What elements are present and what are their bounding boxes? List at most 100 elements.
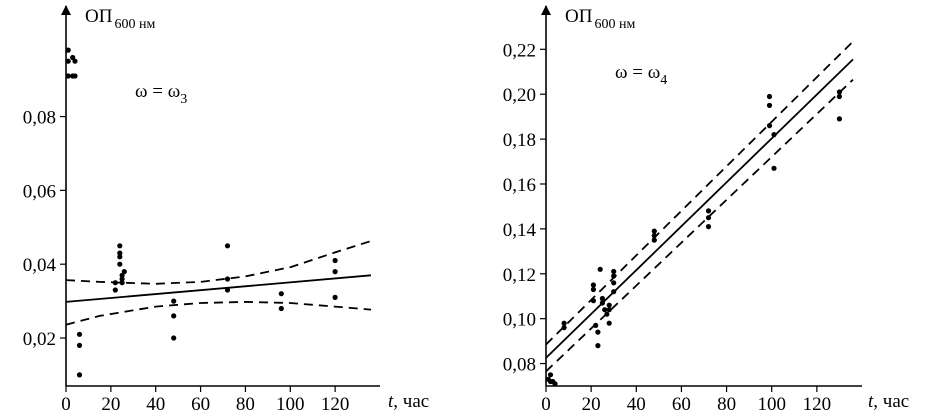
data-point: [593, 322, 599, 328]
data-point: [651, 233, 657, 239]
data-point: [836, 89, 843, 95]
x-tick-label: 60: [672, 394, 691, 415]
data-point: [224, 276, 231, 282]
data-point: [611, 280, 617, 286]
data-point: [332, 294, 338, 300]
x-axis-label: t, час: [868, 391, 909, 412]
y-axis-label: ОП 600 нм: [85, 6, 155, 32]
data-point: [651, 228, 657, 234]
y-tick-label: 0,08: [503, 355, 536, 376]
y-tick-label: 0,08: [23, 108, 56, 129]
x-ticks: 0 20 40 60 80 100 120: [541, 386, 831, 415]
x-tick-label: 0: [541, 394, 551, 415]
data-point: [171, 335, 177, 341]
data-point: [561, 325, 567, 331]
x-axis-label-unit: , час: [873, 391, 909, 412]
y-tick-label: 0,22: [503, 40, 536, 61]
omega-annotation: ω = ω4: [615, 62, 667, 88]
data-point: [171, 298, 177, 304]
data-point: [112, 287, 118, 293]
data-point: [65, 73, 71, 79]
data-point: [705, 208, 712, 214]
x-tick-label: 100: [757, 394, 786, 415]
series: [545, 40, 854, 387]
confidence-band-upper: [545, 40, 854, 346]
data-point: [602, 307, 608, 313]
regression-line: [65, 274, 372, 303]
data-point: [278, 305, 284, 312]
data-point: [552, 381, 558, 387]
y-tick-label: 0,14: [503, 220, 537, 241]
x-tick-label: 100: [276, 394, 305, 415]
data-point: [76, 342, 83, 348]
data-point: [599, 295, 606, 302]
data-point: [65, 58, 71, 64]
omega-annotation-main: ω = ω: [135, 81, 180, 102]
x-tick-label: 40: [627, 394, 646, 415]
data-point: [117, 243, 123, 249]
data-point: [561, 320, 567, 326]
x-axis-label-unit: , час: [393, 391, 429, 412]
y-axis-label-subscript: 600 нм: [114, 17, 155, 32]
data-point: [611, 273, 617, 279]
y-tick-label: 0,16: [503, 175, 536, 196]
data-point: [771, 132, 777, 138]
data-point: [595, 329, 601, 335]
confidence-band-upper: [65, 240, 372, 285]
data-point: [606, 307, 612, 313]
x-tick-label: 20: [582, 394, 601, 415]
regression-line: [545, 58, 854, 359]
y-tick-label: 0,12: [503, 265, 536, 286]
series: [65, 47, 372, 378]
chart-left: 0 20 40 60 80 100 120 0,02 0,04 0,06 0,08 ОП 600 н…: [23, 5, 429, 415]
data-point: [836, 116, 843, 122]
data-point: [119, 280, 125, 286]
data-point: [278, 291, 284, 297]
x-tick-label: 120: [321, 394, 350, 415]
omega-annotation: ω = ω3: [135, 81, 187, 107]
y-axis-label-subscript: 600 нм: [594, 17, 635, 32]
y-tick-label: 0,18: [503, 130, 536, 151]
data-point: [72, 73, 78, 79]
data-point: [604, 311, 610, 317]
x-ticks: 0 20 40 60 80 100 120: [61, 386, 349, 415]
x-tick-label: 40: [146, 394, 165, 415]
x-tick-label: 80: [717, 394, 736, 415]
y-axis-label: ОП 600 нм: [565, 6, 635, 32]
data-point: [76, 331, 83, 337]
data-point: [65, 47, 71, 53]
data-point: [590, 298, 597, 304]
y-axis-label-main: ОП: [565, 6, 593, 27]
data-point: [117, 261, 123, 267]
data-point: [651, 237, 657, 243]
data-point: [332, 269, 338, 275]
chart-right: 0 20 40 60 80 100 120 0,08 0,10 0,12 0,14 0,16 0,18…: [503, 5, 909, 415]
y-axis-label-main: ОП: [85, 6, 113, 27]
x-tick-label: 80: [236, 394, 255, 415]
data-point: [606, 320, 612, 326]
data-point: [224, 287, 231, 293]
data-point: [171, 313, 177, 319]
data-point: [117, 250, 123, 256]
data-point: [72, 58, 78, 64]
x-axis-label-var: t: [868, 391, 874, 412]
x-axis-label-var: t: [388, 391, 394, 412]
y-tick-label: 0,02: [23, 329, 56, 350]
y-tick-label: 0,10: [503, 310, 536, 331]
omega-annotation-subscript: 4: [660, 73, 667, 88]
y-ticks: 0,08 0,10 0,12 0,14 0,16 0,18 0,20 0,22: [503, 40, 546, 376]
data-point: [705, 215, 712, 221]
omega-annotation-subscript: 3: [180, 92, 187, 107]
data-point: [590, 286, 597, 293]
data-point: [611, 289, 617, 295]
data-point: [599, 300, 606, 306]
data-point: [224, 243, 231, 249]
data-point: [705, 224, 712, 230]
confidence-band-lower: [545, 78, 854, 373]
data-point: [117, 254, 123, 260]
x-axis-label: t, час: [388, 391, 429, 412]
y-tick-label: 0,20: [503, 85, 536, 106]
data-point: [611, 268, 617, 275]
confidence-band-lower: [65, 300, 372, 326]
